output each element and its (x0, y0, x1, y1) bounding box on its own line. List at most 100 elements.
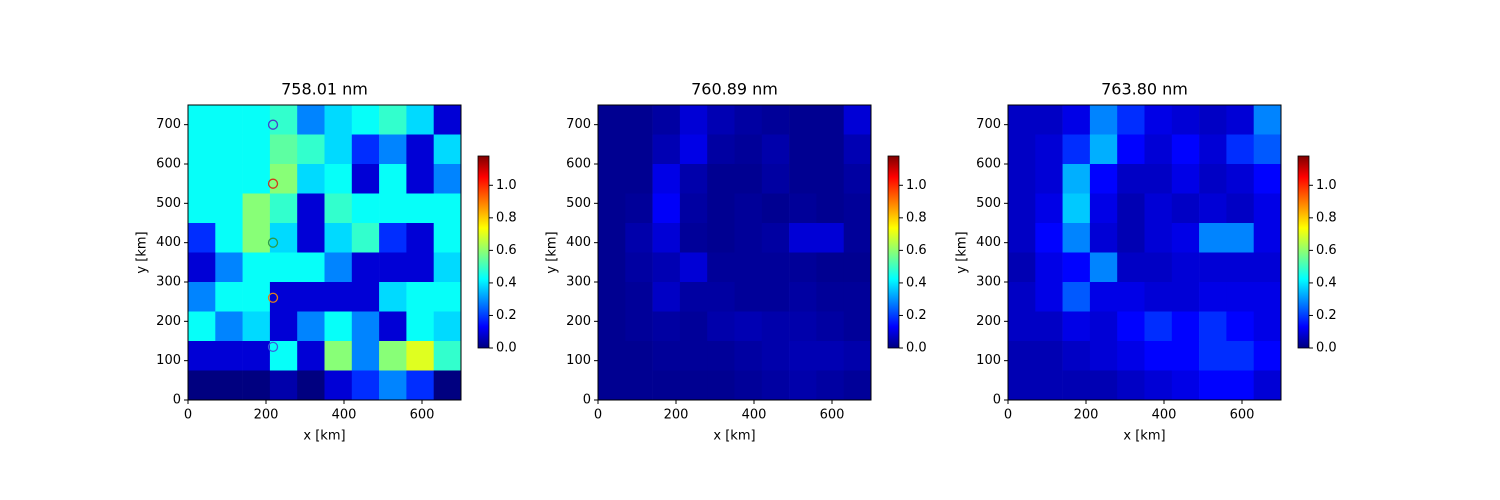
colorbar-tick-label: 0.6 (496, 243, 517, 258)
heatmap-cell (789, 252, 817, 283)
heatmap-cell (1144, 105, 1173, 135)
y-tick-label: 400 (566, 235, 591, 250)
heatmap-cell (789, 134, 817, 165)
heatmap-cell (379, 282, 407, 312)
heatmap-cell (1089, 370, 1118, 401)
heatmap-cell (297, 105, 325, 135)
x-tick-label: 0 (594, 408, 602, 423)
heatmap-cell (598, 311, 626, 342)
heatmap-cell (679, 282, 708, 312)
heatmap-cell (652, 370, 681, 401)
heatmap-cell (406, 370, 434, 401)
heatmap-cell (1253, 370, 1282, 401)
marker (267, 341, 279, 353)
heatmap-cell (598, 105, 626, 135)
heatmap-cell (1035, 311, 1063, 342)
heatmap-cell (598, 223, 626, 253)
heatmap-cell (433, 193, 462, 224)
heatmap-cell (1253, 193, 1282, 224)
heatmap-cell (324, 252, 353, 283)
heatmap-cell (433, 223, 462, 253)
heatmap-cell (843, 223, 872, 253)
heatmap-cell (1171, 193, 1200, 224)
heatmap-cell (324, 311, 353, 342)
colorbar-tick-label: 0.6 (906, 243, 927, 258)
axes-frame (597, 104, 872, 401)
heatmap-cell (1008, 370, 1036, 401)
heatmap-cell (1226, 282, 1254, 312)
heatmap-cell (379, 164, 407, 194)
heatmap-cell (242, 223, 271, 253)
axes-frame (1007, 104, 1282, 401)
heatmap-cell (1117, 252, 1145, 283)
heatmap-cell (761, 311, 790, 342)
y-tick-label: 600 (156, 157, 181, 172)
heatmap-cell (351, 105, 380, 135)
x-tick-label: 600 (820, 408, 845, 423)
heatmap-cell (406, 223, 434, 253)
heatmap-cell (379, 193, 407, 224)
heatmap-cell (406, 164, 434, 194)
heatmap-cell (761, 134, 790, 165)
heatmap-cell (1144, 252, 1173, 283)
marker (267, 292, 279, 303)
heatmap-cell (297, 164, 325, 194)
heatmap-cell (433, 341, 462, 371)
x-axis-label: x [km] (303, 429, 345, 444)
heatmap-cell (242, 164, 271, 194)
heatmap-cell (1253, 311, 1282, 342)
y-axis-label: y [km] (545, 231, 560, 273)
heatmap-cell (269, 252, 298, 283)
marker (267, 119, 279, 130)
heatmap-cell (188, 134, 216, 165)
heatmap-cell (679, 370, 708, 401)
heatmap-cell (652, 105, 681, 135)
heatmap-cell (707, 193, 735, 224)
heatmap-cell (1226, 164, 1254, 194)
y-tick-label: 0 (173, 393, 181, 408)
heatmap-cell (598, 164, 626, 194)
heatmap-cell (734, 223, 763, 253)
heatmap-cell (1062, 223, 1091, 253)
heatmap-cell (679, 311, 708, 342)
heatmap-cell (652, 341, 681, 371)
heatmap-cell (297, 282, 325, 312)
heatmap-cell (324, 282, 353, 312)
heatmap-cell (242, 193, 271, 224)
heatmap-cell (1226, 311, 1254, 342)
heatmap-cell (1144, 193, 1173, 224)
heatmap-cell (1253, 252, 1282, 283)
y-tick-label: 0 (583, 393, 591, 408)
heatmap-cell (843, 252, 872, 283)
heatmap-cell (1035, 282, 1063, 312)
heatmap-cell (625, 282, 653, 312)
heatmap-cell (1199, 282, 1227, 312)
heatmap-cell (269, 282, 298, 312)
heatmap-cell (351, 134, 380, 165)
heatmap-cell (1117, 341, 1145, 371)
heatmap-cell (1226, 252, 1254, 283)
y-tick-label: 300 (156, 275, 181, 290)
heatmap-cell (1062, 311, 1091, 342)
heatmap-cell (789, 223, 817, 253)
heatmap-cell (379, 252, 407, 283)
heatmap-cell (433, 164, 462, 194)
colorbar-tick-label: 0.4 (906, 275, 927, 290)
heatmap-cell (598, 370, 626, 401)
heatmap-cell (269, 341, 298, 371)
heatmap-cell (625, 105, 653, 135)
heatmap-cell (1199, 370, 1227, 401)
heatmap-cell (679, 252, 708, 283)
heatmap-cell (707, 105, 735, 135)
heatmap-cell (188, 311, 216, 342)
heatmap-cell (269, 370, 298, 401)
y-tick-label: 400 (156, 235, 181, 250)
heatmap-cell (1226, 105, 1254, 135)
heatmap-cell (242, 370, 271, 401)
heatmap-cell (215, 282, 243, 312)
heatmap-cell (789, 105, 817, 135)
heatmap-cell (1008, 252, 1036, 283)
heatmap-cell (379, 223, 407, 253)
heatmap-cell (843, 134, 872, 165)
heatmap-cell (1062, 370, 1091, 401)
